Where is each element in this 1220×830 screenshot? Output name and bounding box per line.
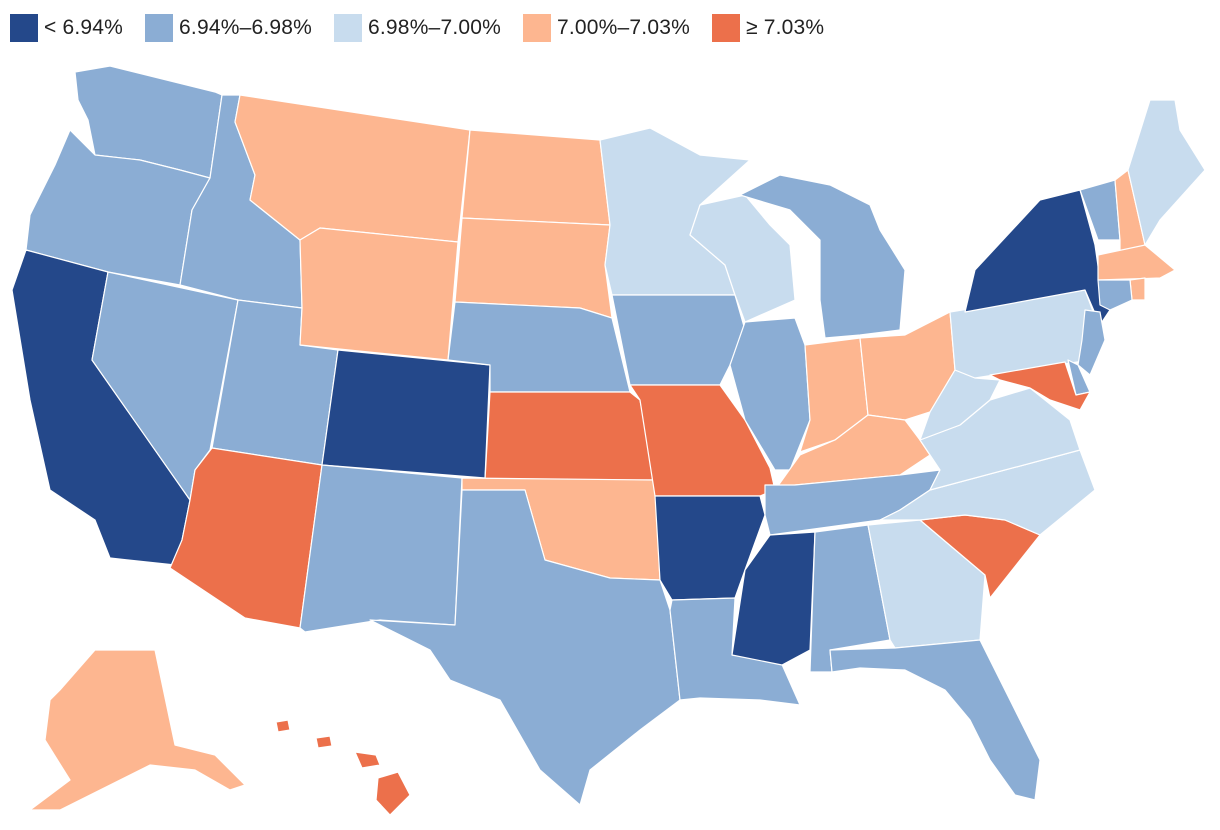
state-ND[interactable] xyxy=(461,129,611,226)
state-IA[interactable] xyxy=(611,294,746,386)
state-KS[interactable] xyxy=(484,391,656,481)
state-AR[interactable] xyxy=(654,495,766,601)
legend-item-3: 6.98%–7.00% xyxy=(334,14,501,42)
state-TX[interactable] xyxy=(369,489,681,806)
state-ME[interactable] xyxy=(1127,99,1206,246)
legend-swatch-4 xyxy=(522,14,551,42)
state-HI-oahu[interactable] xyxy=(315,735,333,749)
legend-item-2: 6.94%–6.98% xyxy=(145,14,312,42)
state-WY[interactable] xyxy=(299,227,459,361)
legend-swatch-3 xyxy=(334,14,363,42)
legend-label-4: 7.00%–7.03% xyxy=(556,16,690,39)
state-CT[interactable] xyxy=(1097,279,1133,311)
state-MA[interactable] xyxy=(1097,244,1176,281)
state-AK[interactable] xyxy=(29,649,246,811)
legend-item-1: < 6.94% xyxy=(10,14,123,42)
legend-swatch-5 xyxy=(711,14,740,42)
legend-item-5: ≥ 7.03% xyxy=(711,14,825,42)
state-HI-kauai[interactable] xyxy=(275,719,291,733)
legend-label-5: ≥ 7.03% xyxy=(745,16,825,39)
state-FL[interactable] xyxy=(829,639,1041,801)
legend: < 6.94% 6.94%–6.98% 6.98%–7.00% 7.00%–7.… xyxy=(10,12,846,44)
legend-label-3: 6.98%–7.00% xyxy=(368,16,501,39)
legend-label-2: 6.94%–6.98% xyxy=(179,16,313,39)
legend-swatch-2 xyxy=(145,14,174,42)
state-MD[interactable] xyxy=(989,361,1091,411)
legend-label-1: < 6.94% xyxy=(44,16,124,39)
state-LA[interactable] xyxy=(669,597,801,706)
state-CO[interactable] xyxy=(321,349,491,479)
state-NM[interactable] xyxy=(299,464,463,633)
state-WI[interactable] xyxy=(689,194,796,323)
state-NJ[interactable] xyxy=(1077,309,1106,376)
state-HI-maui[interactable] xyxy=(354,751,381,769)
legend-swatch-1 xyxy=(10,14,38,42)
state-HI[interactable] xyxy=(375,771,411,816)
legend-item-4: 7.00%–7.03% xyxy=(522,14,690,42)
state-MI[interactable] xyxy=(739,174,906,339)
